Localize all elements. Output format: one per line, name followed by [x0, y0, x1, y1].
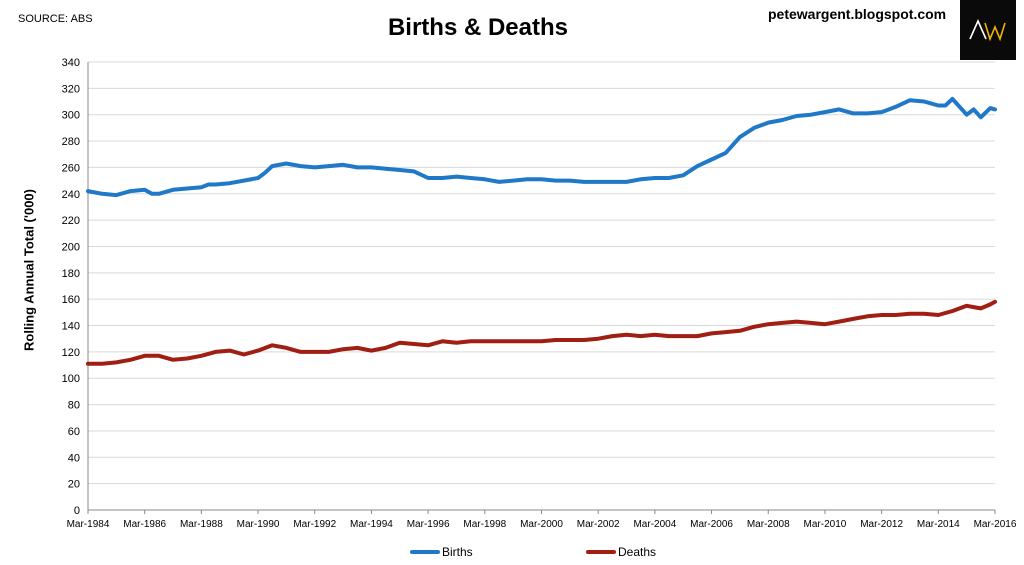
x-tick-label: Mar-1998 — [463, 519, 506, 530]
legend-label-births: Births — [442, 545, 473, 559]
y-tick-label: 320 — [62, 83, 80, 95]
legend-swatch-deaths — [586, 550, 616, 554]
y-tick-label: 280 — [62, 136, 80, 148]
x-tick-label: Mar-2006 — [690, 519, 733, 530]
y-tick-label: 220 — [62, 215, 80, 227]
y-tick-label: 340 — [62, 57, 80, 69]
aw-logo — [960, 0, 1016, 60]
y-tick-label: 200 — [62, 241, 80, 253]
y-tick-label: 180 — [62, 268, 80, 280]
x-tick-label: Mar-1984 — [67, 519, 110, 530]
x-tick-label: Mar-2014 — [917, 519, 960, 530]
x-tick-label: Mar-1986 — [123, 519, 166, 530]
x-tick-label: Mar-1992 — [293, 519, 336, 530]
y-tick-label: 240 — [62, 189, 80, 201]
y-tick-label: 160 — [62, 294, 80, 306]
x-tick-label: Mar-2010 — [804, 519, 847, 530]
legend-item-births: Births — [410, 545, 473, 559]
y-tick-label: 260 — [62, 162, 80, 174]
legend-item-deaths: Deaths — [586, 545, 656, 559]
gridlines — [88, 61, 995, 485]
x-tick-label: Mar-2000 — [520, 519, 563, 530]
y-tick-label: 40 — [68, 452, 80, 464]
blog-url: petewargent.blogspot.com — [768, 6, 947, 22]
legend-swatch-births — [410, 550, 440, 554]
aw-logo-mark — [969, 19, 1006, 42]
x-tick-label: Mar-2002 — [577, 519, 620, 530]
x-tick-label: Mar-1990 — [237, 519, 280, 530]
series-lines — [86, 96, 997, 366]
x-tick-label: Mar-1994 — [350, 519, 393, 530]
y-tick-label: 100 — [62, 373, 80, 385]
series-line-deaths — [86, 299, 997, 366]
x-tick-label: Mar-2008 — [747, 519, 790, 530]
y-tick-label: 120 — [62, 347, 80, 359]
y-tick-label: 300 — [62, 110, 80, 122]
axes — [87, 62, 995, 511]
x-tick-label: Mar-2012 — [860, 519, 903, 530]
y-tick-label: 60 — [68, 426, 80, 438]
series-line-births — [86, 96, 997, 198]
legend-label-deaths: Deaths — [618, 545, 657, 559]
y-tick-label: 0 — [74, 505, 80, 517]
chart-title: Births & Deaths — [387, 14, 569, 41]
y-tick-label: 20 — [68, 479, 80, 491]
x-tick-label: Mar-1996 — [407, 519, 450, 530]
x-tick-label: Mar-2004 — [633, 519, 676, 530]
x-tick-label: Mar-2016 — [974, 519, 1017, 530]
x-tick-label: Mar-1988 — [180, 519, 223, 530]
y-tick-label: 80 — [68, 400, 80, 412]
y-tick-label: 140 — [62, 321, 80, 333]
source-note: SOURCE: ABS — [18, 13, 93, 25]
y-tick-labels: 0 20 40 60 80 100 120 140 160 180 200 220 240 260 280 3… — [62, 57, 80, 517]
x-tick-labels: Mar-1984 Mar-1986 Mar-1988 Mar-1990 Mar-1992… — [67, 510, 1017, 530]
